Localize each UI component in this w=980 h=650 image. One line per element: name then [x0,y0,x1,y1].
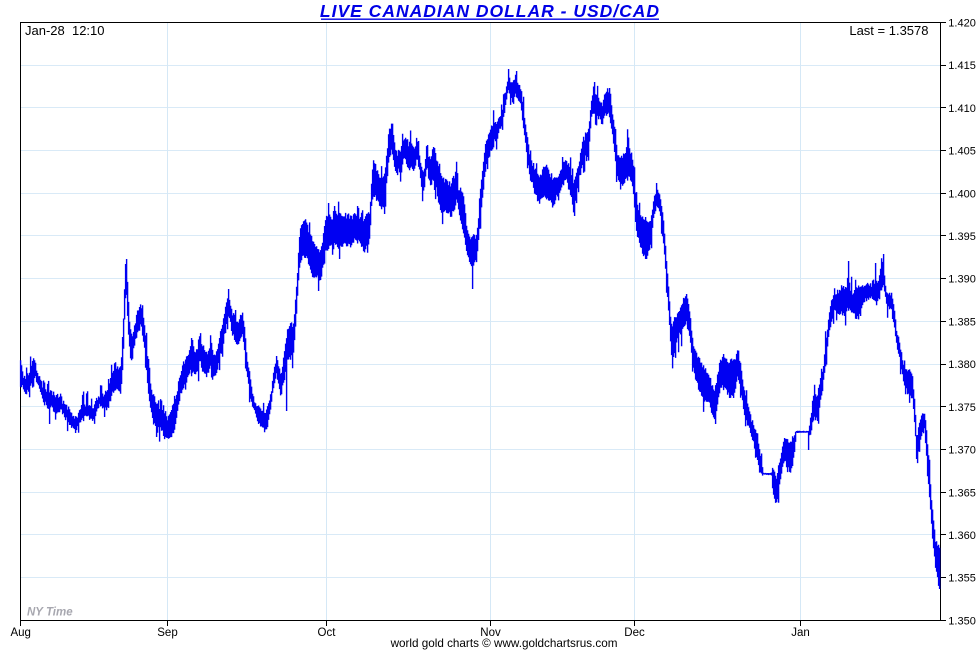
svg-text:world gold charts © www.goldch: world gold charts © www.goldchartsrus.co… [390,637,618,650]
svg-text:1.385: 1.385 [948,317,976,329]
svg-text:LIVE CANADIAN DOLLAR - USD/CAD: LIVE CANADIAN DOLLAR - USD/CAD [320,1,660,21]
svg-text:Dec: Dec [624,627,645,639]
svg-text:Jan-28 12:10: Jan-28 12:10 [25,23,105,38]
svg-text:Last = 1.3578: Last = 1.3578 [849,23,928,38]
svg-text:1.375: 1.375 [948,402,976,414]
svg-text:1.350: 1.350 [948,615,976,627]
svg-text:1.365: 1.365 [948,487,976,499]
svg-text:1.395: 1.395 [948,231,976,243]
svg-text:Sep: Sep [157,627,177,639]
svg-text:Nov: Nov [480,627,501,639]
svg-text:1.370: 1.370 [948,445,976,457]
svg-text:1.360: 1.360 [948,530,976,542]
svg-text:Aug: Aug [10,627,30,639]
svg-text:Jan: Jan [791,627,810,639]
svg-text:1.420: 1.420 [948,18,976,30]
svg-text:1.390: 1.390 [948,274,976,286]
svg-text:NY Time: NY Time [27,607,73,619]
svg-text:1.410: 1.410 [948,103,976,115]
svg-text:1.355: 1.355 [948,573,976,585]
svg-text:1.400: 1.400 [948,188,976,200]
svg-text:1.415: 1.415 [948,60,976,72]
svg-text:1.405: 1.405 [948,146,976,158]
svg-text:Oct: Oct [318,627,337,639]
svg-text:1.380: 1.380 [948,359,976,371]
